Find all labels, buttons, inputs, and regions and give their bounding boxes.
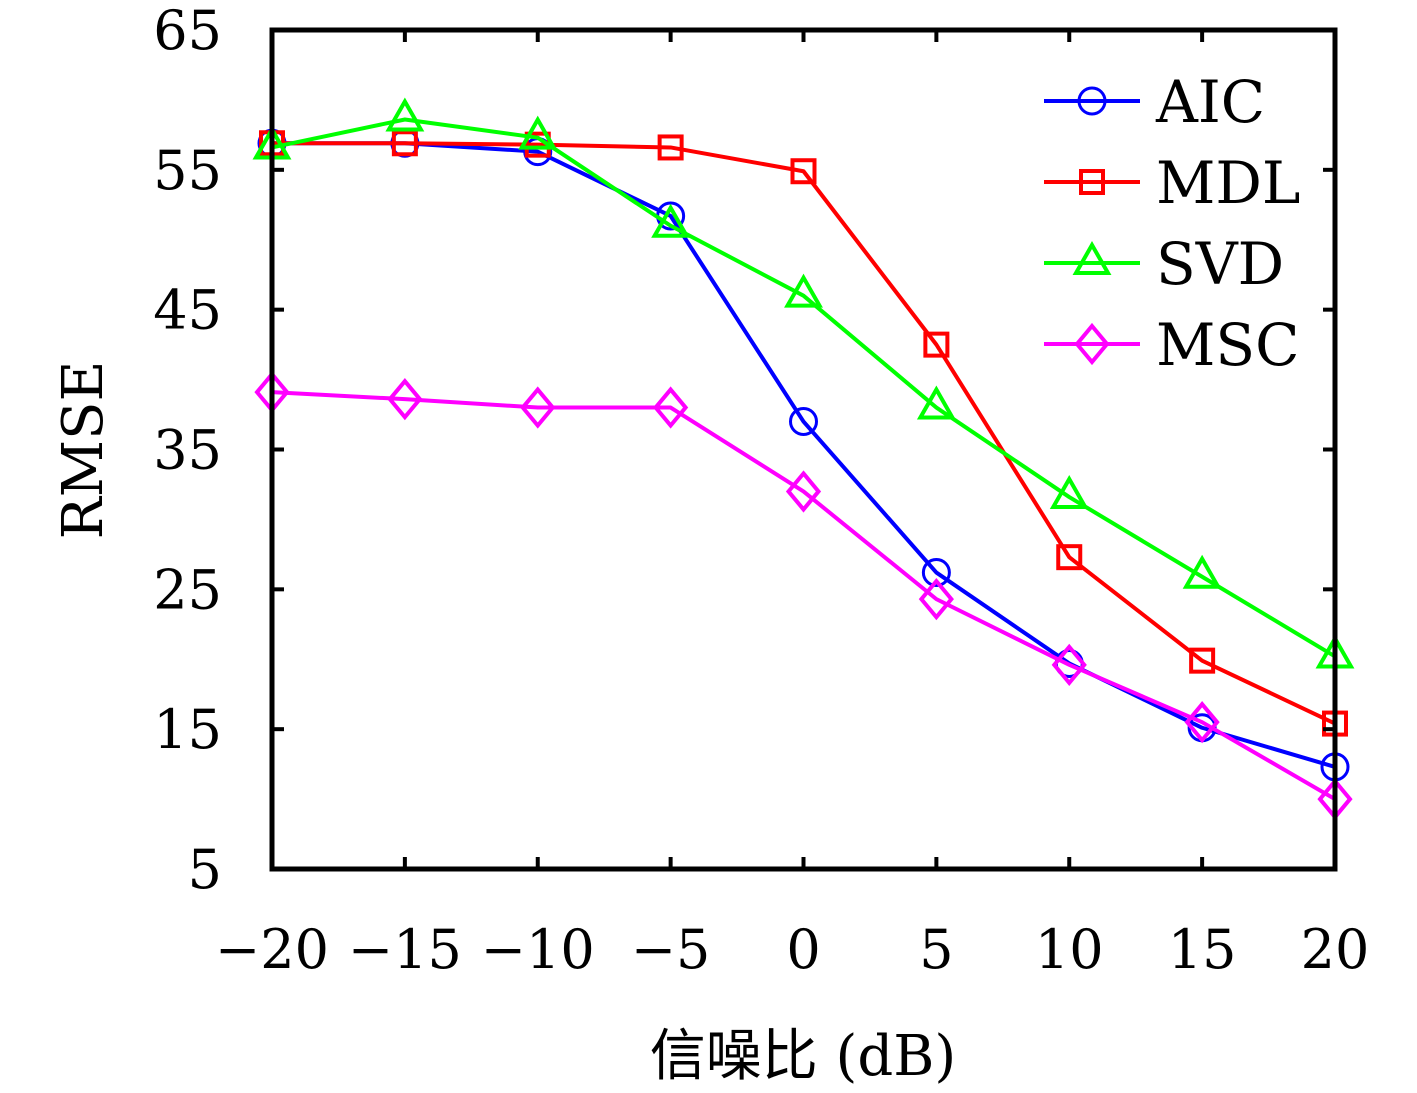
data-point-msc — [918, 577, 954, 621]
y-tick-label: 15 — [153, 698, 222, 761]
data-point-aic — [789, 407, 818, 437]
legend-marker — [1072, 240, 1112, 275]
y-tick-label: 25 — [153, 558, 222, 621]
y-tick-label: 45 — [153, 279, 222, 342]
data-point-mdl — [790, 158, 817, 185]
legend-label: MSC — [1156, 311, 1300, 379]
data-point-msc — [653, 386, 689, 429]
series-line-mdl — [272, 141, 1336, 726]
x-tick-label: 15 — [1168, 918, 1237, 981]
legend-marker — [1074, 322, 1110, 366]
legend: AIC MDL SVD MSC — [1044, 68, 1300, 379]
y-axis-title: RMSE — [51, 361, 116, 540]
x-tick-label: −5 — [631, 918, 711, 981]
legend-item-svd: SVD — [1044, 230, 1284, 298]
legend-item-mdl: MDL — [1044, 149, 1300, 217]
legend-item-msc: MSC — [1044, 311, 1300, 379]
x-tick-label: −10 — [481, 918, 595, 981]
series-svd — [252, 97, 1355, 669]
data-point-svd — [1182, 554, 1222, 589]
series-mdl — [259, 130, 1348, 737]
data-point-aic — [921, 558, 951, 588]
data-point-svd — [916, 385, 956, 420]
series-line-msc — [271, 390, 1337, 801]
legend-label: SVD — [1156, 230, 1284, 298]
data-point-mdl — [391, 130, 418, 157]
series-line-svd — [271, 117, 1337, 659]
x-tick-label: 20 — [1301, 918, 1370, 981]
data-point-mdl — [1056, 544, 1083, 571]
series-line-aic — [272, 141, 1336, 769]
x-tick-label: −20 — [215, 918, 329, 981]
data-point-msc — [785, 470, 822, 513]
legend-item-aic: AIC — [1044, 68, 1265, 136]
ticks-layer: 5 15 25 35 45 55 65 −20 −15 −10 −5 0 5 10 15 20 — [153, 0, 1369, 981]
data-point-mdl — [1189, 647, 1216, 674]
data-point-msc — [1184, 701, 1220, 744]
data-point-svd — [1049, 475, 1089, 510]
legend-label: AIC — [1155, 68, 1265, 136]
y-tick-label: 35 — [153, 419, 222, 482]
series-aic — [257, 128, 1350, 782]
x-tick-label: 5 — [919, 918, 953, 981]
y-tick-label: 55 — [153, 139, 222, 202]
x-tick-label: −15 — [348, 918, 462, 981]
data-point-mdl — [657, 134, 684, 161]
legend-label: MDL — [1156, 149, 1300, 217]
legend-marker — [1077, 86, 1107, 116]
data-point-msc — [1051, 643, 1087, 686]
x-axis-title: 信噪比 (dB) — [650, 1024, 957, 1089]
data-point-msc — [387, 378, 423, 421]
y-tick-label: 5 — [188, 838, 222, 901]
data-point-msc — [520, 386, 556, 429]
data-point-svd — [784, 273, 823, 308]
x-tick-label: 10 — [1035, 918, 1104, 981]
data-point-svd — [651, 203, 691, 238]
data-point-svd — [518, 115, 558, 150]
y-tick-label: 65 — [153, 0, 222, 62]
data-point-mdl — [923, 331, 950, 358]
data-point-svd — [385, 97, 425, 132]
x-tick-label: 0 — [786, 918, 820, 981]
legend-marker — [1079, 169, 1105, 195]
series-msc — [254, 371, 1353, 821]
